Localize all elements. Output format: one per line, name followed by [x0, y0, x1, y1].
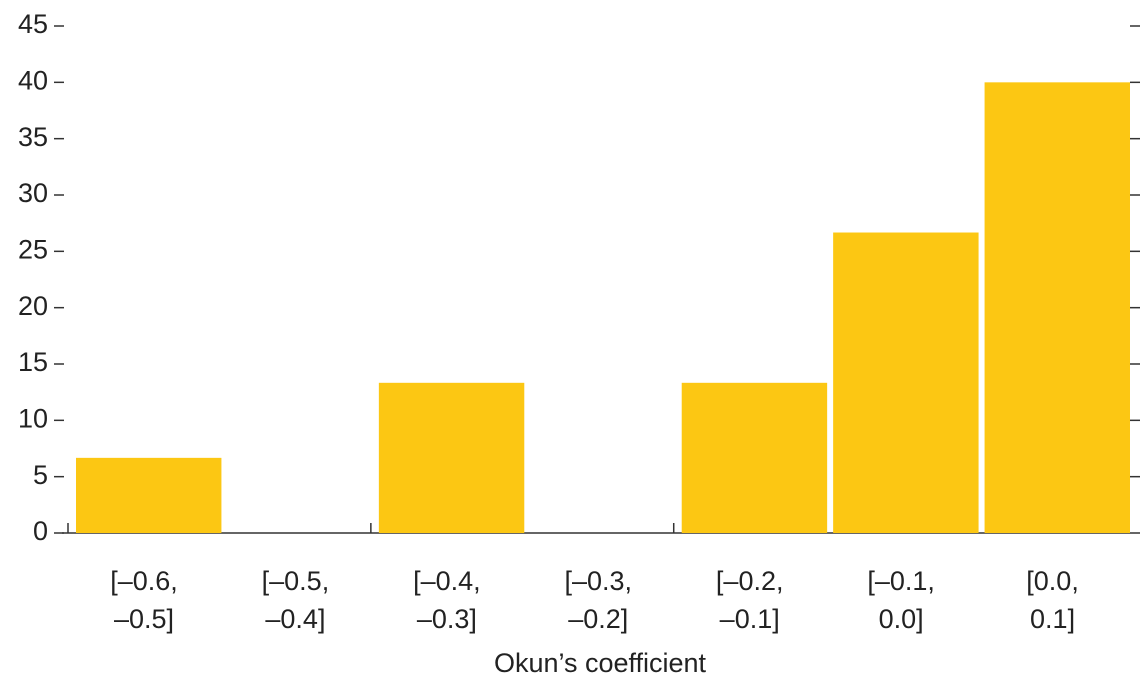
- bar: [681, 382, 828, 533]
- y-tick-label: 30: [18, 178, 48, 208]
- y-tick-label: 20: [18, 291, 48, 321]
- bar: [833, 232, 979, 533]
- y-tick-label: 0: [33, 516, 48, 546]
- x-tick-label: [–0.2, –0.1]: [715, 566, 784, 634]
- x-tick-label: [–0.5, –0.4]: [261, 566, 330, 634]
- y-tick-label: 5: [33, 460, 48, 490]
- y-tick-label: 15: [18, 347, 48, 377]
- y-tick-label: 25: [18, 234, 48, 264]
- x-tick-label: [–0.3, –0.2]: [564, 566, 633, 634]
- x-tick-label: [–0.6, –0.5]: [110, 566, 178, 634]
- bar: [378, 382, 525, 533]
- x-tick-label: [–0.4, –0.3]: [413, 566, 481, 634]
- y-tick-label: 40: [18, 65, 48, 95]
- x-tick-label: [0.0, 0.1]: [1026, 566, 1079, 634]
- x-tick-label: [–0.1, 0.0]: [867, 566, 935, 634]
- y-tick-label: 45: [18, 9, 48, 39]
- y-tick-label: 35: [18, 122, 48, 152]
- bar: [76, 457, 222, 533]
- y-tick-label: 10: [18, 403, 48, 433]
- bar: [984, 82, 1130, 533]
- x-axis-label: Okun’s coefficient: [493, 648, 707, 678]
